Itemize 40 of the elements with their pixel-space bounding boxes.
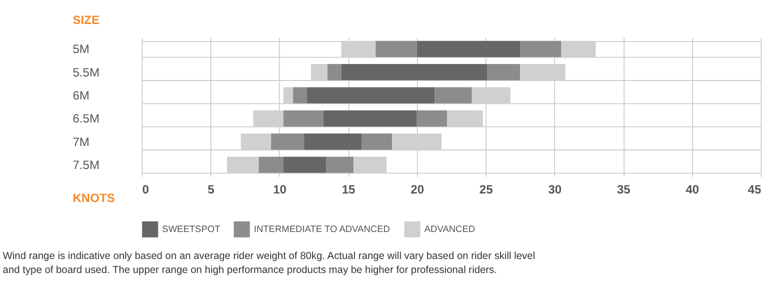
bar [283, 156, 326, 173]
bar [258, 156, 284, 173]
x-tick-label: 10 [273, 182, 287, 197]
bar [341, 64, 488, 80]
bar [306, 87, 435, 104]
legend-label: SWEETSPOT [162, 224, 221, 234]
x-tick-label: 15 [342, 182, 356, 197]
bar [434, 87, 472, 104]
x-tick-label: 5 [208, 182, 215, 197]
x-tick-label: 45 [748, 182, 762, 197]
x-tick-label: 25 [479, 182, 494, 197]
bar [487, 64, 520, 80]
x-tick-label: 40 [686, 182, 700, 197]
bar [327, 64, 342, 80]
bar [271, 134, 304, 150]
bar [304, 134, 362, 150]
y-tick-label: 7.5M [72, 158, 100, 172]
bar [416, 110, 448, 127]
bar [362, 134, 392, 150]
y-tick-label: 6.5M [72, 112, 100, 126]
x-tick-label: 35 [616, 182, 631, 197]
x-tick-label: 0 [142, 182, 150, 197]
y-axis-title: SIZE [72, 12, 100, 27]
y-tick-label: 7M [72, 134, 90, 149]
bar [520, 40, 562, 58]
bar [323, 110, 417, 127]
legend-label: INTERMEDIATE TO ADVANCED [254, 224, 390, 234]
x-axis-title: KNOTS [72, 190, 115, 205]
y-tick-label: 6M [72, 88, 90, 102]
legend-label: ADVANCED [424, 224, 476, 234]
bar [416, 40, 520, 58]
x-tick-label: 20 [410, 182, 424, 197]
x-tick-label: 30 [548, 182, 562, 197]
bar [293, 87, 307, 104]
bar [326, 156, 354, 173]
bar [283, 110, 324, 127]
y-tick-label: 5M [72, 42, 90, 56]
text: Wind range is indicative only based on an average rider weight of 80kg. Actual range will vary based on rider skill level and type of board used. The upper range on high performance products may be higher for professional riders. [2, 250, 536, 276]
bar [376, 40, 417, 58]
y-tick-label: 5.5M [72, 65, 100, 80]
